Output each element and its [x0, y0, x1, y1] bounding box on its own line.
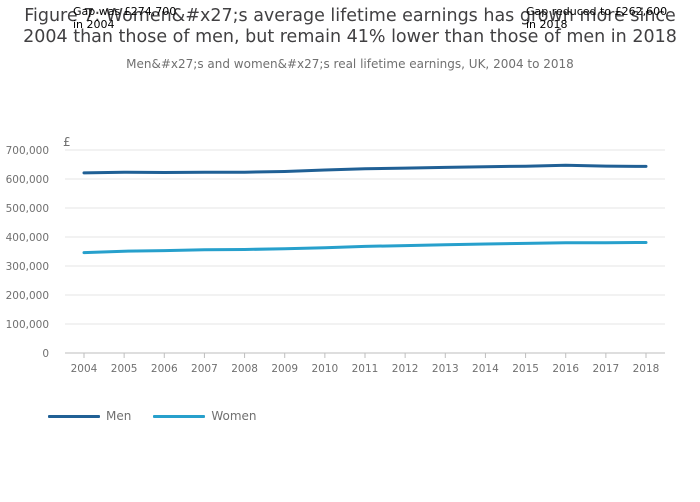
x-tick-label: 2004 [71, 363, 98, 375]
x-tick-label: 2013 [432, 363, 459, 375]
x-tick-label: 2012 [392, 363, 419, 375]
y-tick-label: 100,000 [6, 319, 49, 331]
x-axis: 2004 2005 2006 2007 2008 2009 2010 2011 2012 2013… [65, 352, 665, 375]
y-tick-label: 500,000 [6, 203, 49, 215]
y-axis: 0 100,000 200,000 300,000 400,000 500,000 600,… [6, 145, 49, 360]
x-tick-label: 2018 [633, 363, 660, 375]
series-lines [82, 163, 648, 255]
annotation-gap-2018-line-2: in 2018 [526, 18, 568, 31]
x-tick-label: 2014 [472, 363, 499, 375]
x-tick-label: 2015 [512, 363, 539, 375]
y-tick-label: 700,000 [6, 145, 49, 157]
chart-subtitle: Men&#x27;s and women&#x27;s real lifetim… [126, 57, 574, 71]
annotation-gap-2004-line-1: Gap was £274,700 [73, 5, 177, 18]
x-tick-label: 2011 [352, 363, 379, 375]
x-tick-label: 2006 [151, 363, 178, 375]
chart-title: Figure 7: Women&#x27;s average lifetime … [0, 6, 700, 48]
annotation-gap-2018-line-1: Gap reduced to £262,600 [526, 5, 668, 18]
legend-label: Women [211, 409, 257, 423]
annotation-gap-2018: Gap reduced to £262,600 in 2018 [526, 5, 667, 31]
x-tick-label: 2016 [552, 363, 579, 375]
chart-title-line-1: Figure 7: Women&#x27;s average lifetime … [24, 6, 676, 26]
legend-item-women[interactable]: Women [153, 409, 257, 423]
y-tick-label: 600,000 [6, 174, 49, 186]
grid-lines [65, 149, 665, 325]
annotation-gap-2004: Gap was £274,700 in 2004 [73, 5, 176, 31]
legend-label: Men [106, 409, 132, 423]
y-tick-label: 400,000 [6, 232, 49, 244]
y-axis-unit-label: £ [63, 135, 71, 149]
legend-swatch [153, 414, 206, 418]
legend: Men Women [48, 409, 279, 423]
series-line-women [82, 241, 648, 255]
x-tick-label: 2017 [592, 363, 619, 375]
annotation-gap-2004-line-2: in 2004 [73, 18, 115, 31]
x-tick-label: 2005 [111, 363, 138, 375]
x-tick-label: 2009 [271, 363, 298, 375]
legend-swatch [48, 414, 100, 418]
x-tick-label: 2010 [311, 363, 338, 375]
chart-title-line-2: 2004 than those of men, but remain 41% l… [23, 27, 677, 47]
x-tick-label: 2007 [191, 363, 218, 375]
y-tick-label: 0 [42, 348, 49, 360]
series-line-men [82, 163, 648, 175]
y-tick-label: 300,000 [6, 261, 49, 273]
x-tick-label: 2008 [231, 363, 258, 375]
legend-item-men[interactable]: Men [48, 409, 131, 423]
y-tick-label: 200,000 [6, 290, 49, 302]
